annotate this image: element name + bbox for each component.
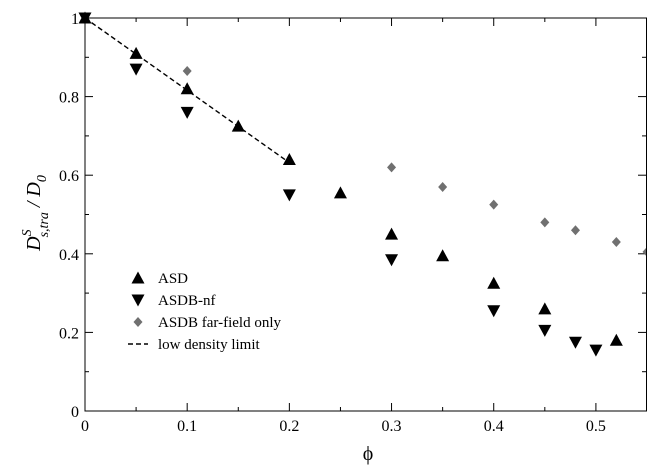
- y-tick-label: 0.4: [59, 247, 79, 264]
- legend: ASD ASDB-nf ASDB far-field only low density…: [128, 271, 282, 353]
- series-3: [84, 17, 290, 164]
- data-point: [182, 66, 192, 77]
- y-tick-label: 0.8: [59, 90, 79, 107]
- data-point: [385, 227, 399, 240]
- y-tick-label: 0: [71, 404, 79, 421]
- x-tick-label: 0.2: [279, 418, 299, 435]
- data-point: [487, 305, 501, 318]
- y-tick-label: 0.6: [59, 168, 79, 185]
- data-point: [282, 189, 296, 202]
- x-axis-label: ϕ: [363, 443, 374, 465]
- x-tick-label: 0: [81, 418, 89, 435]
- legend-swatch: [131, 294, 145, 307]
- data-point: [538, 324, 552, 337]
- legend-label: ASDB far-field only: [158, 315, 282, 331]
- data-point: [385, 254, 399, 267]
- data-point: [180, 106, 194, 119]
- data-point: [642, 246, 647, 257]
- y-label-main: D: [23, 236, 45, 252]
- series-2: [182, 66, 647, 257]
- data-point: [231, 119, 245, 132]
- legend-swatch: [133, 317, 143, 327]
- x-tick-label: 0.5: [586, 418, 606, 435]
- series-1: [78, 12, 603, 357]
- y-label-superscript: S: [20, 229, 35, 236]
- legend-label: ASDB-nf: [158, 293, 216, 309]
- data-point: [387, 162, 397, 173]
- data-point: [611, 237, 621, 248]
- data-point: [540, 217, 550, 228]
- data-point: [282, 152, 296, 165]
- x-tick-label: 0.3: [382, 418, 402, 435]
- data-point: [589, 344, 603, 357]
- data-point: [568, 336, 582, 349]
- data-point: [609, 333, 623, 346]
- data-point: [570, 225, 580, 236]
- data-point: [487, 276, 501, 289]
- y-label-subscript: s,tra: [37, 212, 52, 237]
- legend-swatch: [131, 271, 145, 284]
- data-point: [538, 302, 552, 315]
- legend-label: low density limit: [158, 337, 261, 353]
- data-point: [180, 82, 194, 95]
- data-point: [333, 186, 347, 199]
- y-label-divider-subscript: 0: [35, 175, 50, 182]
- data-point: [438, 181, 448, 192]
- data-point: [436, 249, 450, 262]
- data-point: [489, 199, 499, 210]
- data-point: [129, 63, 143, 76]
- y-axis-label: DS s,tra / D0: [20, 175, 52, 252]
- legend-label: ASD: [158, 271, 188, 287]
- x-tick-label: 0.1: [177, 418, 197, 435]
- series-layer: [78, 11, 647, 357]
- y-tick-label: 0.2: [59, 325, 79, 342]
- ticks-layer: 0 0.1 0.2 0.3 0.4 0.5 0 0.2 0.4 0.6 0.8 1: [59, 11, 647, 435]
- low-density-limit-line: [84, 17, 290, 164]
- y-label-divider: / D: [23, 182, 45, 213]
- y-tick-label: 1: [71, 11, 79, 28]
- x-tick-label: 0.4: [484, 418, 504, 435]
